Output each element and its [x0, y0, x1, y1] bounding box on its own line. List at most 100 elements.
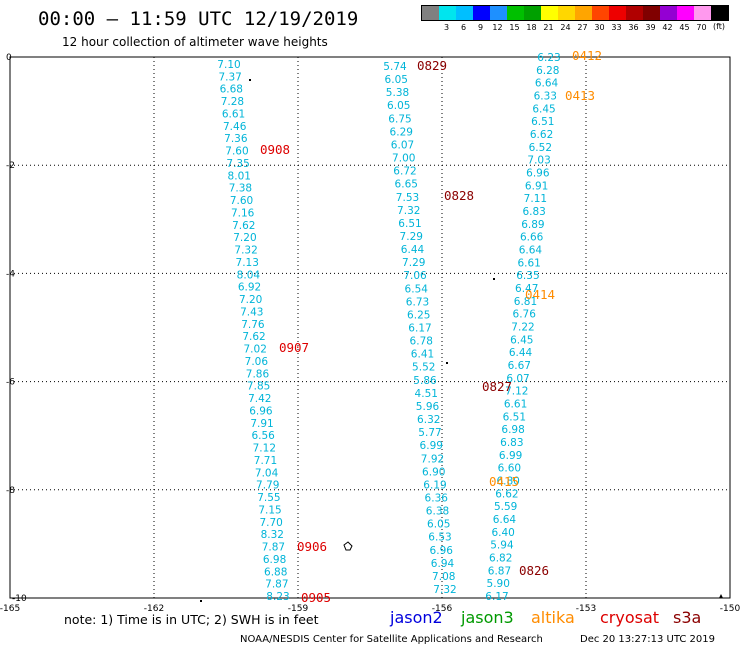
legend-label: 18 [526, 23, 537, 32]
wave-height-value: 8.04 [237, 269, 261, 281]
wave-height-value: 6.62 [530, 129, 553, 141]
island-outline [343, 541, 353, 551]
wave-height-value: 6.56 [251, 430, 275, 442]
wave-height-value: 5.94 [490, 540, 514, 552]
wave-height-value: 6.61 [517, 257, 540, 269]
legend-swatch [439, 6, 456, 20]
legend-label: 33 [611, 23, 622, 32]
wave-height-value: 6.54 [405, 283, 429, 295]
x-tick-label: -165 [0, 604, 20, 614]
wave-height-value: 6.64 [493, 514, 517, 526]
legend-swatch [507, 6, 524, 20]
island-marker [249, 79, 251, 81]
wave-height-value: 6.73 [406, 296, 429, 308]
wave-height-value: 7.87 [262, 542, 285, 554]
wave-height-value: 6.96 [430, 545, 454, 557]
wave-height-value: 6.47 [515, 283, 538, 295]
satellite-name-cryosat: cryosat [600, 608, 660, 627]
legend-swatch [558, 6, 575, 20]
wave-height-value: 7.03 [527, 155, 550, 167]
wave-height-value: 7.46 [223, 121, 247, 133]
legend-swatch [592, 6, 609, 20]
x-tick-label: -162 [144, 604, 164, 614]
legend-label: 39 [645, 23, 656, 32]
legend-swatch [541, 6, 558, 20]
wave-height-value: 7.06 [245, 356, 269, 368]
island-marker [446, 362, 448, 364]
wave-height-value: 7.60 [225, 146, 248, 158]
wave-height-value: 6.83 [500, 437, 523, 449]
wave-height-value: 6.40 [491, 527, 514, 539]
y-tick-label: -4 [6, 269, 15, 279]
wave-height-value: 6.07 [506, 373, 529, 385]
wave-height-value: 6.90 [422, 466, 445, 478]
wave-height-value: 7.22 [511, 322, 534, 334]
wave-height-value: 6.32 [417, 414, 440, 426]
pass-time-label: 0908 [260, 142, 290, 157]
wave-height-value: 5.86 [413, 375, 437, 387]
wave-height-value: 6.81 [514, 296, 537, 308]
legend-label: 30 [594, 23, 605, 32]
wave-height-value: 7.32 [397, 205, 420, 217]
wave-height-value: 7.00 [392, 153, 415, 165]
wave-height-value: 4.51 [415, 388, 438, 400]
wave-height-value: 7.55 [257, 492, 280, 504]
wave-height-value: 6.91 [525, 180, 548, 192]
legend-swatch [643, 6, 660, 20]
wave-height-value: 5.96 [416, 401, 440, 413]
legend-label: 21 [543, 23, 554, 32]
wave-height-value: 6.62 [495, 488, 518, 500]
wave-height-value: 7.32 [234, 245, 257, 257]
legend-swatch [456, 6, 473, 20]
pass-time-label: 0906 [297, 539, 327, 554]
satellite-name-jason3: jason3 [461, 608, 514, 627]
satellite-name-jason2: jason2 [390, 608, 443, 627]
pass-time-label: 0415 [489, 474, 519, 489]
wave-height-value: 6.89 [521, 219, 544, 231]
wave-height-value: 7.15 [258, 504, 281, 516]
wave-height-value: 7.16 [231, 207, 255, 219]
wave-height-value: 7.60 [230, 195, 253, 207]
wave-height-value: 6.78 [410, 336, 433, 348]
y-tick-label: -6 [6, 378, 15, 388]
wave-height-value: 7.85 [247, 381, 270, 393]
wave-height-value: 7.08 [432, 571, 455, 583]
island-marker [493, 278, 495, 280]
legend-label: 3 [443, 23, 450, 32]
x-tick-label: -159 [288, 604, 309, 614]
wave-height-value: 7.37 [218, 71, 241, 83]
wave-height-value: 5.59 [494, 501, 517, 513]
legend-swatch [694, 6, 711, 20]
wave-height-value: 6.51 [398, 218, 421, 230]
wave-height-value: 6.44 [509, 347, 533, 359]
pass-time-label: 0414 [525, 287, 555, 302]
wave-height-value: 7.36 [224, 133, 248, 145]
wave-height-value: 7.20 [233, 232, 256, 244]
legend-unit: (ft) [713, 22, 726, 31]
legend-swatch [524, 6, 541, 20]
satellite-name-altika: altika [531, 608, 575, 627]
satellite-name-s3a: s3a [673, 608, 702, 627]
wave-height-value: 6.96 [526, 168, 550, 180]
wave-height-value: 6.05 [387, 100, 410, 112]
wave-height-value: 6.96 [249, 405, 273, 417]
legend-swatches [421, 5, 729, 21]
legend-swatch [575, 6, 592, 20]
wave-height-value: 6.75 [388, 113, 411, 125]
wave-height-value: 7.87 [265, 579, 288, 591]
wave-height-value: 6.52 [529, 142, 552, 154]
wave-height-value: 5.90 [487, 578, 510, 590]
wave-height-value: 7.38 [229, 183, 252, 195]
wave-height-value: 7.04 [255, 467, 279, 479]
wave-height-value: 6.44 [401, 244, 425, 256]
pass-time-label: 0412 [572, 48, 602, 63]
wave-height-value: 7.06 [403, 270, 427, 282]
wave-height-value: 7.35 [226, 158, 249, 170]
wave-height-value: 6.07 [391, 139, 414, 151]
generated-timestamp: Dec 20 13:27:13 UTC 2019 [580, 634, 715, 645]
wave-height-value: 6.99 [420, 440, 443, 452]
legend-label: 36 [628, 23, 639, 32]
wave-height-value: 6.17 [408, 323, 431, 335]
legend-label: 12 [492, 23, 503, 32]
pass-time-label: 0828 [444, 188, 474, 203]
